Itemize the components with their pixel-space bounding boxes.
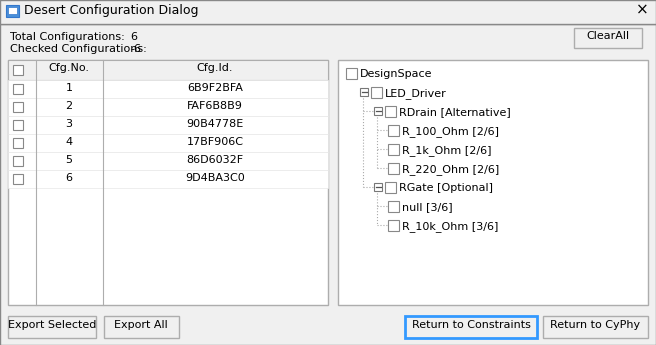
Bar [405,316,537,338]
Bar [104,316,179,338]
Text: R_1k_Ohm [2/6]: R_1k_Ohm [2/6] [402,145,491,156]
Bar [8,116,328,134]
Bar [543,316,648,338]
Text: Checked Configurations:: Checked Configurations: [10,44,147,54]
Text: Return to CyPhy: Return to CyPhy [550,320,640,330]
Text: Total Configurations:: Total Configurations: [10,32,125,42]
Text: R_220_Ohm [2/6]: R_220_Ohm [2/6] [402,164,499,175]
Text: FAF6B8B9: FAF6B8B9 [187,101,243,111]
Bar [8,170,328,188]
Bar [13,138,23,148]
Bar [8,152,328,170]
Bar [374,107,382,115]
Text: LED_Driver: LED_Driver [385,88,447,99]
Bar [6,5,19,17]
Bar [574,28,642,48]
Bar [385,106,396,117]
Bar [388,125,399,136]
Text: RDrain [Alternative]: RDrain [Alternative] [399,107,511,117]
Text: 4: 4 [66,137,73,147]
Bar [371,87,382,98]
Text: ×: × [636,3,648,18]
Bar [8,80,328,98]
Bar [8,7,17,14]
Bar [338,60,648,305]
Text: 9D4BA3C0: 9D4BA3C0 [185,173,245,183]
Bar [360,88,368,96]
Bar [388,201,399,212]
Bar [8,98,328,116]
Text: 86D6032F: 86D6032F [186,155,243,165]
Bar [8,60,328,305]
Bar [346,68,357,79]
Text: 1: 1 [66,83,73,93]
Text: RGate [Optional]: RGate [Optional] [399,183,493,193]
Text: Return to Constraints: Return to Constraints [411,320,531,330]
Bar [388,144,399,155]
Text: Export Selected: Export Selected [8,320,96,330]
Bar [8,60,328,80]
Text: Desert Configuration Dialog: Desert Configuration Dialog [24,4,199,17]
Text: 6: 6 [130,32,137,42]
Text: 6B9F2BFA: 6B9F2BFA [187,83,243,93]
Text: 2: 2 [66,101,73,111]
Bar [385,182,396,193]
Text: ClearAll: ClearAll [586,31,630,41]
Bar [13,156,23,166]
Text: Cfg.No.: Cfg.No. [49,63,89,73]
Bar [13,65,23,75]
Bar [13,84,23,94]
Text: 6: 6 [66,173,73,183]
Text: null [3/6]: null [3/6] [402,202,453,212]
Text: 17BF906C: 17BF906C [186,137,243,147]
Text: 3: 3 [66,119,73,129]
Text: 5: 5 [66,155,73,165]
Bar [13,120,23,130]
Bar [374,183,382,191]
Text: R_100_Ohm [2/6]: R_100_Ohm [2/6] [402,126,499,137]
Bar [13,174,23,184]
Text: Export All: Export All [114,320,168,330]
Bar [8,134,328,152]
Bar [0,0,656,24]
Bar [8,316,96,338]
Text: Cfg.Id.: Cfg.Id. [197,63,234,73]
Text: 90B4778E: 90B4778E [186,119,243,129]
Text: -6: -6 [130,44,141,54]
Bar [388,220,399,231]
Text: R_10k_Ohm [3/6]: R_10k_Ohm [3/6] [402,221,499,232]
Text: DesignSpace: DesignSpace [360,69,432,79]
Bar [13,102,23,112]
Bar [388,163,399,174]
